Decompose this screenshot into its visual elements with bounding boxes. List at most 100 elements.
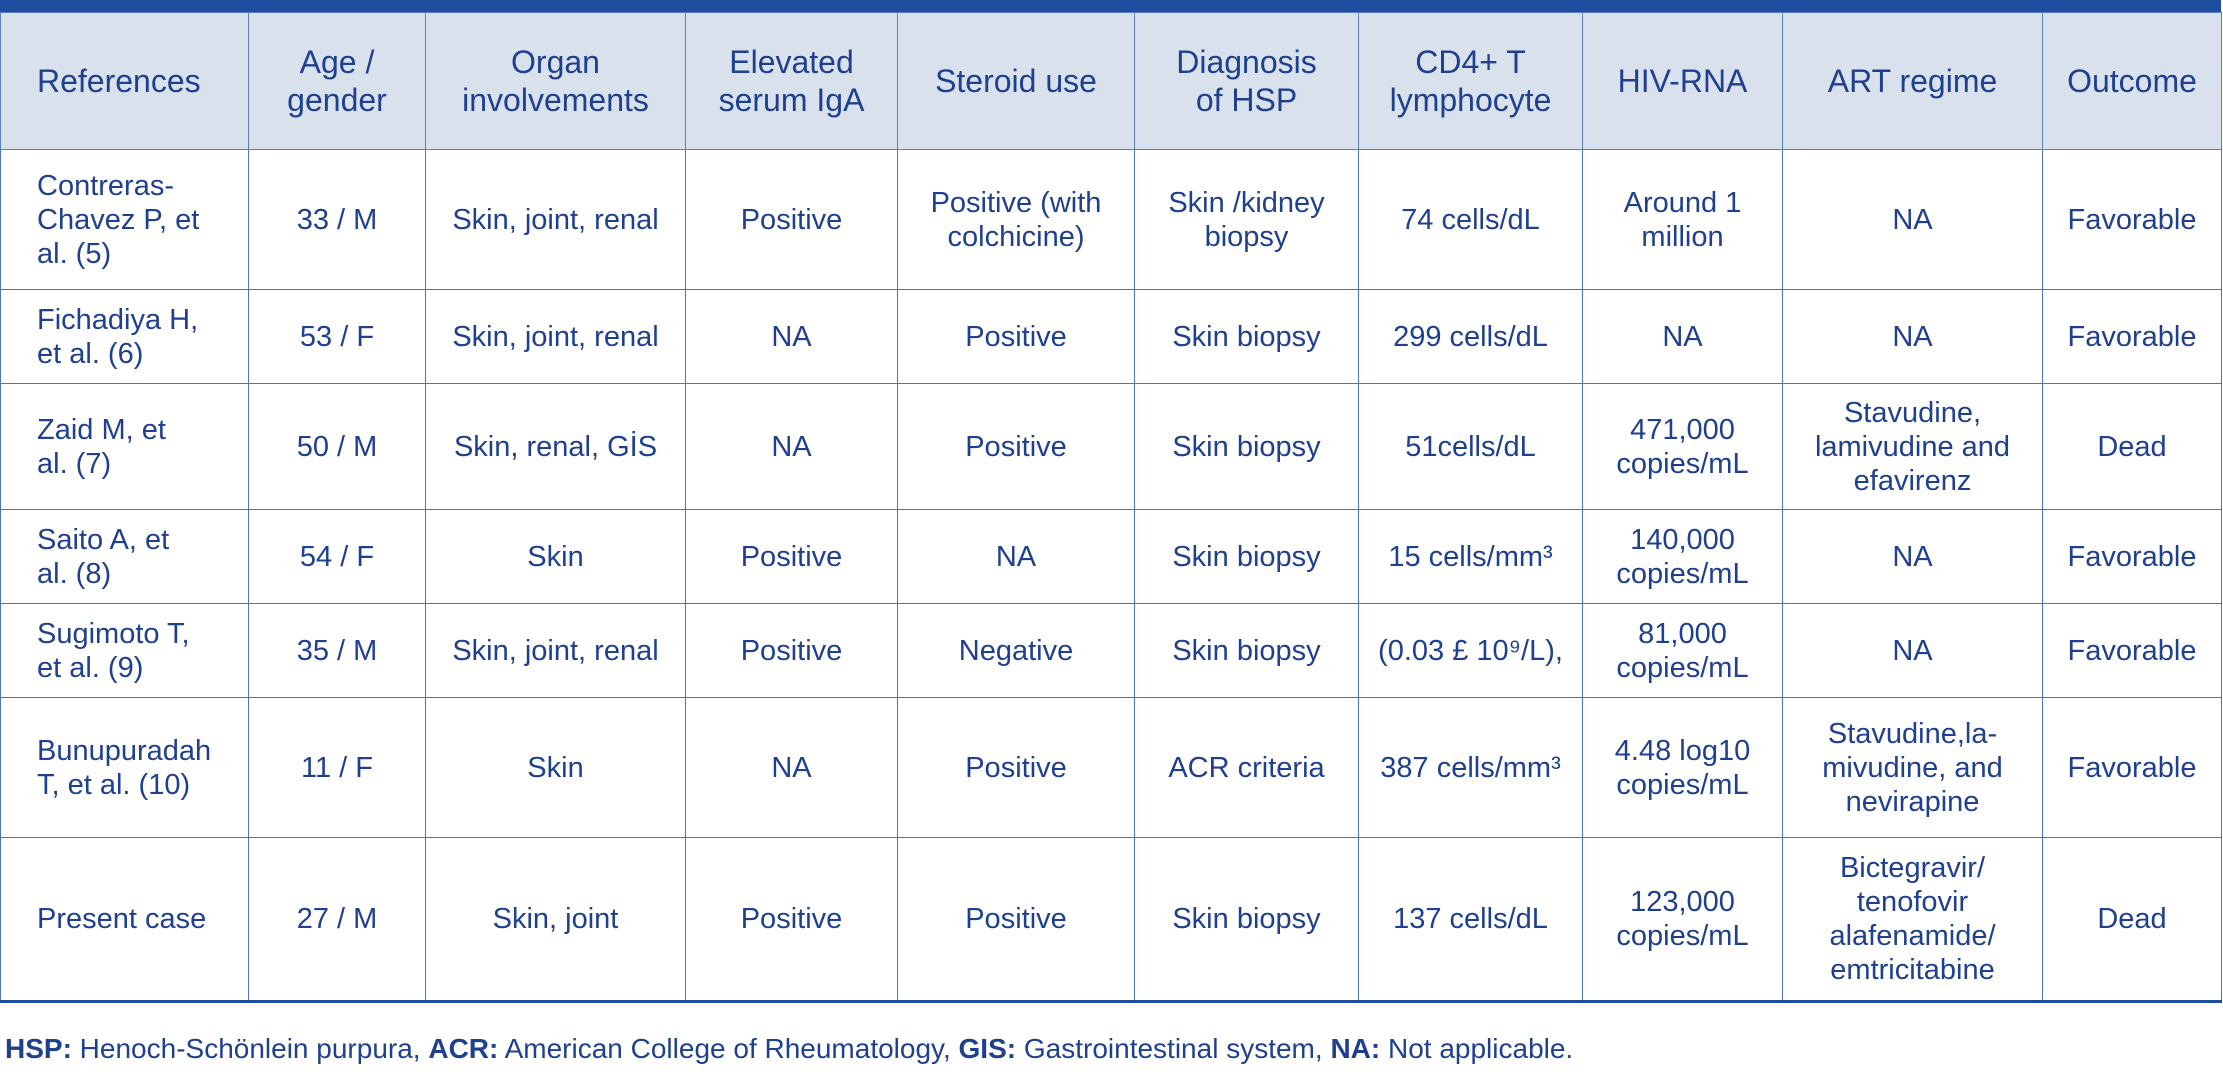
table-container: References Age / gender Organ involvements… <box>0 0 2222 1003</box>
table-cell: 387 cells/mm³ <box>1358 697 1583 838</box>
table-cell: Favorable <box>2042 289 2222 384</box>
footnote-text: Henoch-Schönlein purpura, <box>71 1033 429 1064</box>
table-row: Zaid M, et al. (7) 50 / M Skin, renal, GİS N… <box>0 383 2222 510</box>
table-row: Sugimoto T, et al. (9) 35 / M Skin, joint, … <box>0 603 2222 698</box>
table-cell: NA <box>1782 149 2043 290</box>
table-cell: NA <box>1782 289 2043 384</box>
column-header: Age / gender <box>248 12 426 150</box>
table-cell: Skin biopsy <box>1134 383 1359 510</box>
table-cell: 11 / F <box>248 697 426 838</box>
table-cell: Zaid M, et al. (7) <box>0 383 249 510</box>
table-cell: Positive <box>897 837 1135 1003</box>
table-cell: 51cells/dL <box>1358 383 1583 510</box>
table-cell: 299 cells/dL <box>1358 289 1583 384</box>
column-header: Elevated serum IgA <box>685 12 898 150</box>
table-cell: 35 / M <box>248 603 426 698</box>
table-cell: Skin, renal, GİS <box>425 383 686 510</box>
column-header: Outcome <box>2042 12 2222 150</box>
table-cell: Skin, joint, renal <box>425 603 686 698</box>
table-cell: Skin /kidney biopsy <box>1134 149 1359 290</box>
table-cell: 53 / F <box>248 289 426 384</box>
table-cell: NA <box>897 509 1135 604</box>
table-cell: Positive <box>685 149 898 290</box>
table-cell: Positive <box>685 509 898 604</box>
header-row: References Age / gender Organ involvements… <box>0 12 2222 150</box>
table-row: Fichadiya H, et al. (6) 53 / F Skin, joint,… <box>0 289 2222 384</box>
table-cell: Skin <box>425 509 686 604</box>
table-cell: Favorable <box>2042 603 2222 698</box>
table-cell: Favorable <box>2042 149 2222 290</box>
table-cell: Favorable <box>2042 697 2222 838</box>
table-cell: Negative <box>897 603 1135 698</box>
footnote-abbr: NA: <box>1330 1033 1381 1064</box>
table-cell: NA <box>685 383 898 510</box>
table-cell: Skin biopsy <box>1134 603 1359 698</box>
table-cell: NA <box>1782 603 2043 698</box>
table-row: Contreras- Chavez P, et al. (5) 33 / M Skin,… <box>0 149 2222 290</box>
table-cell: Fichadiya H, et al. (6) <box>0 289 249 384</box>
table-cell: NA <box>685 289 898 384</box>
footnote-text: Not applicable. <box>1380 1033 1574 1064</box>
table-cell: Favorable <box>2042 509 2222 604</box>
table-cell: 4.48 log10 copies/mL <box>1582 697 1783 838</box>
footnote-abbr: ACR: <box>428 1033 499 1064</box>
footnote-abbr: HSP: <box>5 1033 72 1064</box>
table-cell: Positive <box>897 289 1135 384</box>
table-row: Bunupuradah T, et al. (10) 11 / F Skin NA Pos… <box>0 697 2222 838</box>
table-cell: Saito A, et al. (8) <box>0 509 249 604</box>
table-cell: 54 / F <box>248 509 426 604</box>
table-cell: Around 1 million <box>1582 149 1783 290</box>
table-cell: 140,000 copies/mL <box>1582 509 1783 604</box>
table-cell: Positive <box>897 383 1135 510</box>
column-header: ART regime <box>1782 12 2043 150</box>
table-row: Saito A, et al. (8) 54 / F Skin Positive NA Sk… <box>0 509 2222 604</box>
table-cell: Stavudine,la-mivudine, and nevirapine <box>1782 697 2043 838</box>
table-cell: Bictegravir/tenofovir alafenamide/emtrici… <box>1782 837 2043 1003</box>
table-cell: 50 / M <box>248 383 426 510</box>
table-cell: 123,000 copies/mL <box>1582 837 1783 1003</box>
column-header: Steroid use <box>897 12 1135 150</box>
footnote-abbr: GIS: <box>958 1033 1017 1064</box>
table-cell: NA <box>1782 509 2043 604</box>
table-cell: Positive <box>897 697 1135 838</box>
column-header: References <box>0 12 249 150</box>
table-cell: (0.03 £ 10⁹/L), <box>1358 603 1583 698</box>
column-header: Diagnosis of HSP <box>1134 12 1359 150</box>
table-cell: ACR criteria <box>1134 697 1359 838</box>
case-comparison-table: References Age / gender Organ involvements… <box>0 12 2222 1003</box>
table-cell: Positive (with colchicine) <box>897 149 1135 290</box>
table-cell: 33 / M <box>248 149 426 290</box>
footnote-text: Gastrointestinal system, <box>1016 1033 1331 1064</box>
table-cell: 471,000 copies/mL <box>1582 383 1783 510</box>
column-header: HIV-RNA <box>1582 12 1783 150</box>
table-row: Present case 27 / M Skin, joint Positive Pos… <box>0 837 2222 1003</box>
table-cell: Dead <box>2042 837 2222 1003</box>
table-cell: 27 / M <box>248 837 426 1003</box>
table-cell: Positive <box>685 837 898 1003</box>
table-cell: 81,000 copies/mL <box>1582 603 1783 698</box>
top-rule <box>0 0 2221 12</box>
footnote: HSP: Henoch-Schönlein purpura, ACR: Amer… <box>5 1033 1573 1065</box>
table-cell: Skin, joint <box>425 837 686 1003</box>
table-cell: Skin, joint, renal <box>425 289 686 384</box>
table-cell: Skin biopsy <box>1134 509 1359 604</box>
table-cell: Present case <box>0 837 249 1003</box>
footnote-text: American College of Rheumatology, <box>498 1033 959 1064</box>
table-cell: Dead <box>2042 383 2222 510</box>
table-cell: Contreras- Chavez P, et al. (5) <box>0 149 249 290</box>
table-cell: 15 cells/mm³ <box>1358 509 1583 604</box>
table-cell: 137 cells/dL <box>1358 837 1583 1003</box>
table-cell: Skin biopsy <box>1134 837 1359 1003</box>
table-cell: Stavudine, lamivudine and efavirenz <box>1782 383 2043 510</box>
table-cell: Bunupuradah T, et al. (10) <box>0 697 249 838</box>
table-cell: NA <box>1582 289 1783 384</box>
table-cell: Skin <box>425 697 686 838</box>
column-header: Organ involvements <box>425 12 686 150</box>
table-cell: Skin, joint, renal <box>425 149 686 290</box>
table-cell: 74 cells/dL <box>1358 149 1583 290</box>
table-cell: Sugimoto T, et al. (9) <box>0 603 249 698</box>
table-cell: Skin biopsy <box>1134 289 1359 384</box>
table-cell: NA <box>685 697 898 838</box>
table-cell: Positive <box>685 603 898 698</box>
